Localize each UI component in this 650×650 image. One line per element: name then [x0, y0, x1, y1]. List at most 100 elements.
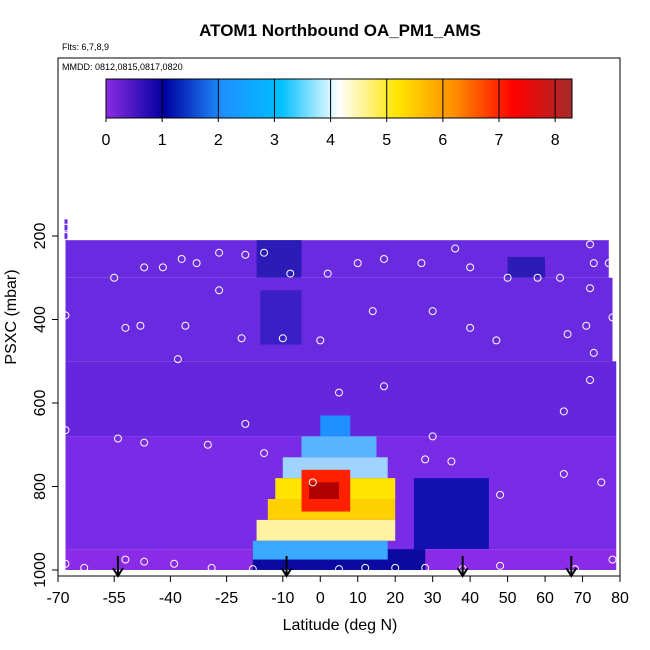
flight-arrow-head — [565, 567, 578, 578]
plot-frame — [57, 57, 621, 577]
data-point — [140, 263, 149, 272]
data-point — [428, 432, 437, 441]
heatmap-layer — [260, 290, 302, 345]
x-tick-label: 60 — [536, 590, 554, 607]
data-point — [173, 355, 182, 364]
data-point — [113, 434, 122, 443]
data-point — [215, 248, 224, 257]
y-tick-label: 200 — [32, 223, 49, 250]
plume-cell — [320, 415, 351, 437]
data-point — [170, 559, 179, 568]
x-tick-label: 70 — [574, 590, 592, 607]
data-point — [421, 563, 430, 572]
data-point — [260, 248, 269, 257]
x-tick-label: 30 — [424, 590, 442, 607]
data-point — [361, 563, 370, 572]
data-point — [563, 330, 572, 339]
y-tick-label: 600 — [32, 390, 49, 417]
data-point — [586, 240, 595, 249]
data-point — [559, 407, 568, 416]
data-point — [121, 555, 130, 564]
colorbar: 0 1 2 3 4 5 6 7 8 — [102, 78, 573, 149]
data-point — [237, 334, 246, 343]
data-point — [181, 321, 190, 330]
data-point — [241, 250, 250, 259]
data-point — [391, 563, 400, 572]
data-point — [466, 263, 475, 272]
data-point — [136, 321, 145, 330]
x-tick-label: 50 — [499, 590, 517, 607]
dates-annotation: MMDD: 0812,0815,0817,0820 — [62, 62, 183, 72]
colorbar-gradient — [105, 78, 573, 119]
data-point — [177, 254, 186, 263]
data-point — [353, 259, 362, 268]
data-point — [451, 244, 460, 253]
data-point — [589, 259, 598, 268]
data-point — [192, 259, 201, 268]
colorbar-tick-label: 8 — [551, 132, 560, 149]
colorbar-tick-label: 1 — [158, 132, 167, 149]
x-tick-label: 80 — [611, 590, 629, 607]
colorbar-tick-label: 2 — [214, 132, 223, 149]
data-point — [559, 469, 568, 478]
data-point — [586, 284, 595, 293]
y-axis-label: PSXC (mbar) — [3, 269, 20, 364]
data-point — [503, 273, 512, 282]
x-tick-label: -40 — [159, 590, 182, 607]
heatmap-layer — [65, 277, 613, 362]
data-point — [379, 254, 388, 263]
x-tick-label: 10 — [349, 590, 367, 607]
data-point — [110, 273, 119, 282]
x-axis-label: Latitude (deg N) — [283, 617, 398, 634]
data-point — [61, 223, 70, 232]
flights-annotation: Flts: 6,7,8,9 — [62, 42, 109, 52]
data-point — [80, 563, 89, 572]
x-tick-label: -25 — [215, 590, 238, 607]
data-point — [140, 438, 149, 447]
y-tick-label: 400 — [32, 306, 49, 333]
data-point — [496, 490, 505, 499]
heatmap-layer — [413, 478, 489, 550]
colorbar-tick-label: 5 — [382, 132, 391, 149]
x-tick-label: -10 — [271, 590, 294, 607]
plume-cell — [301, 436, 377, 458]
data-point — [316, 336, 325, 345]
x-tick-label: -70 — [46, 590, 69, 607]
colorbar-tick-label: 7 — [495, 132, 504, 149]
data-point — [308, 478, 317, 487]
flight-arrow-head — [112, 567, 124, 578]
heatmap-layer — [256, 240, 302, 278]
data-point — [286, 269, 295, 278]
data-point — [447, 457, 456, 466]
colorbar-tick-label: 3 — [270, 132, 279, 149]
flight-arrow-head — [280, 567, 293, 578]
data-point — [203, 440, 212, 449]
y-tick-label: 800 — [32, 473, 49, 500]
data-point — [586, 376, 595, 385]
data-point — [61, 559, 70, 568]
data-point — [158, 263, 167, 272]
data-point — [278, 334, 287, 343]
x-axis: -70 -55 -40 -25 -10 0 10 20 30 40 50 60 70 80 — [46, 576, 629, 607]
x-tick-label: 0 — [316, 590, 325, 607]
observation-points — [61, 223, 617, 574]
data-point — [335, 388, 343, 397]
data-point — [61, 311, 70, 320]
data-point — [496, 561, 505, 570]
data-point — [368, 307, 377, 316]
data-point — [556, 273, 565, 282]
data-point — [428, 307, 437, 316]
data-point — [492, 336, 501, 345]
flight-arrows — [112, 556, 578, 578]
data-point — [260, 449, 269, 458]
flight-arrow-head — [456, 567, 469, 578]
y-tick-label: 1000 — [32, 552, 49, 588]
data-point — [589, 348, 598, 357]
colorbar-tick-label: 6 — [438, 132, 447, 149]
plume-cell — [252, 540, 388, 560]
plume-cell — [309, 482, 339, 500]
colorbar-tick-label: 4 — [326, 132, 335, 149]
colorbar-tick-label: 0 — [102, 132, 111, 149]
x-tick-label: 20 — [386, 590, 404, 607]
data-point — [61, 232, 70, 240]
